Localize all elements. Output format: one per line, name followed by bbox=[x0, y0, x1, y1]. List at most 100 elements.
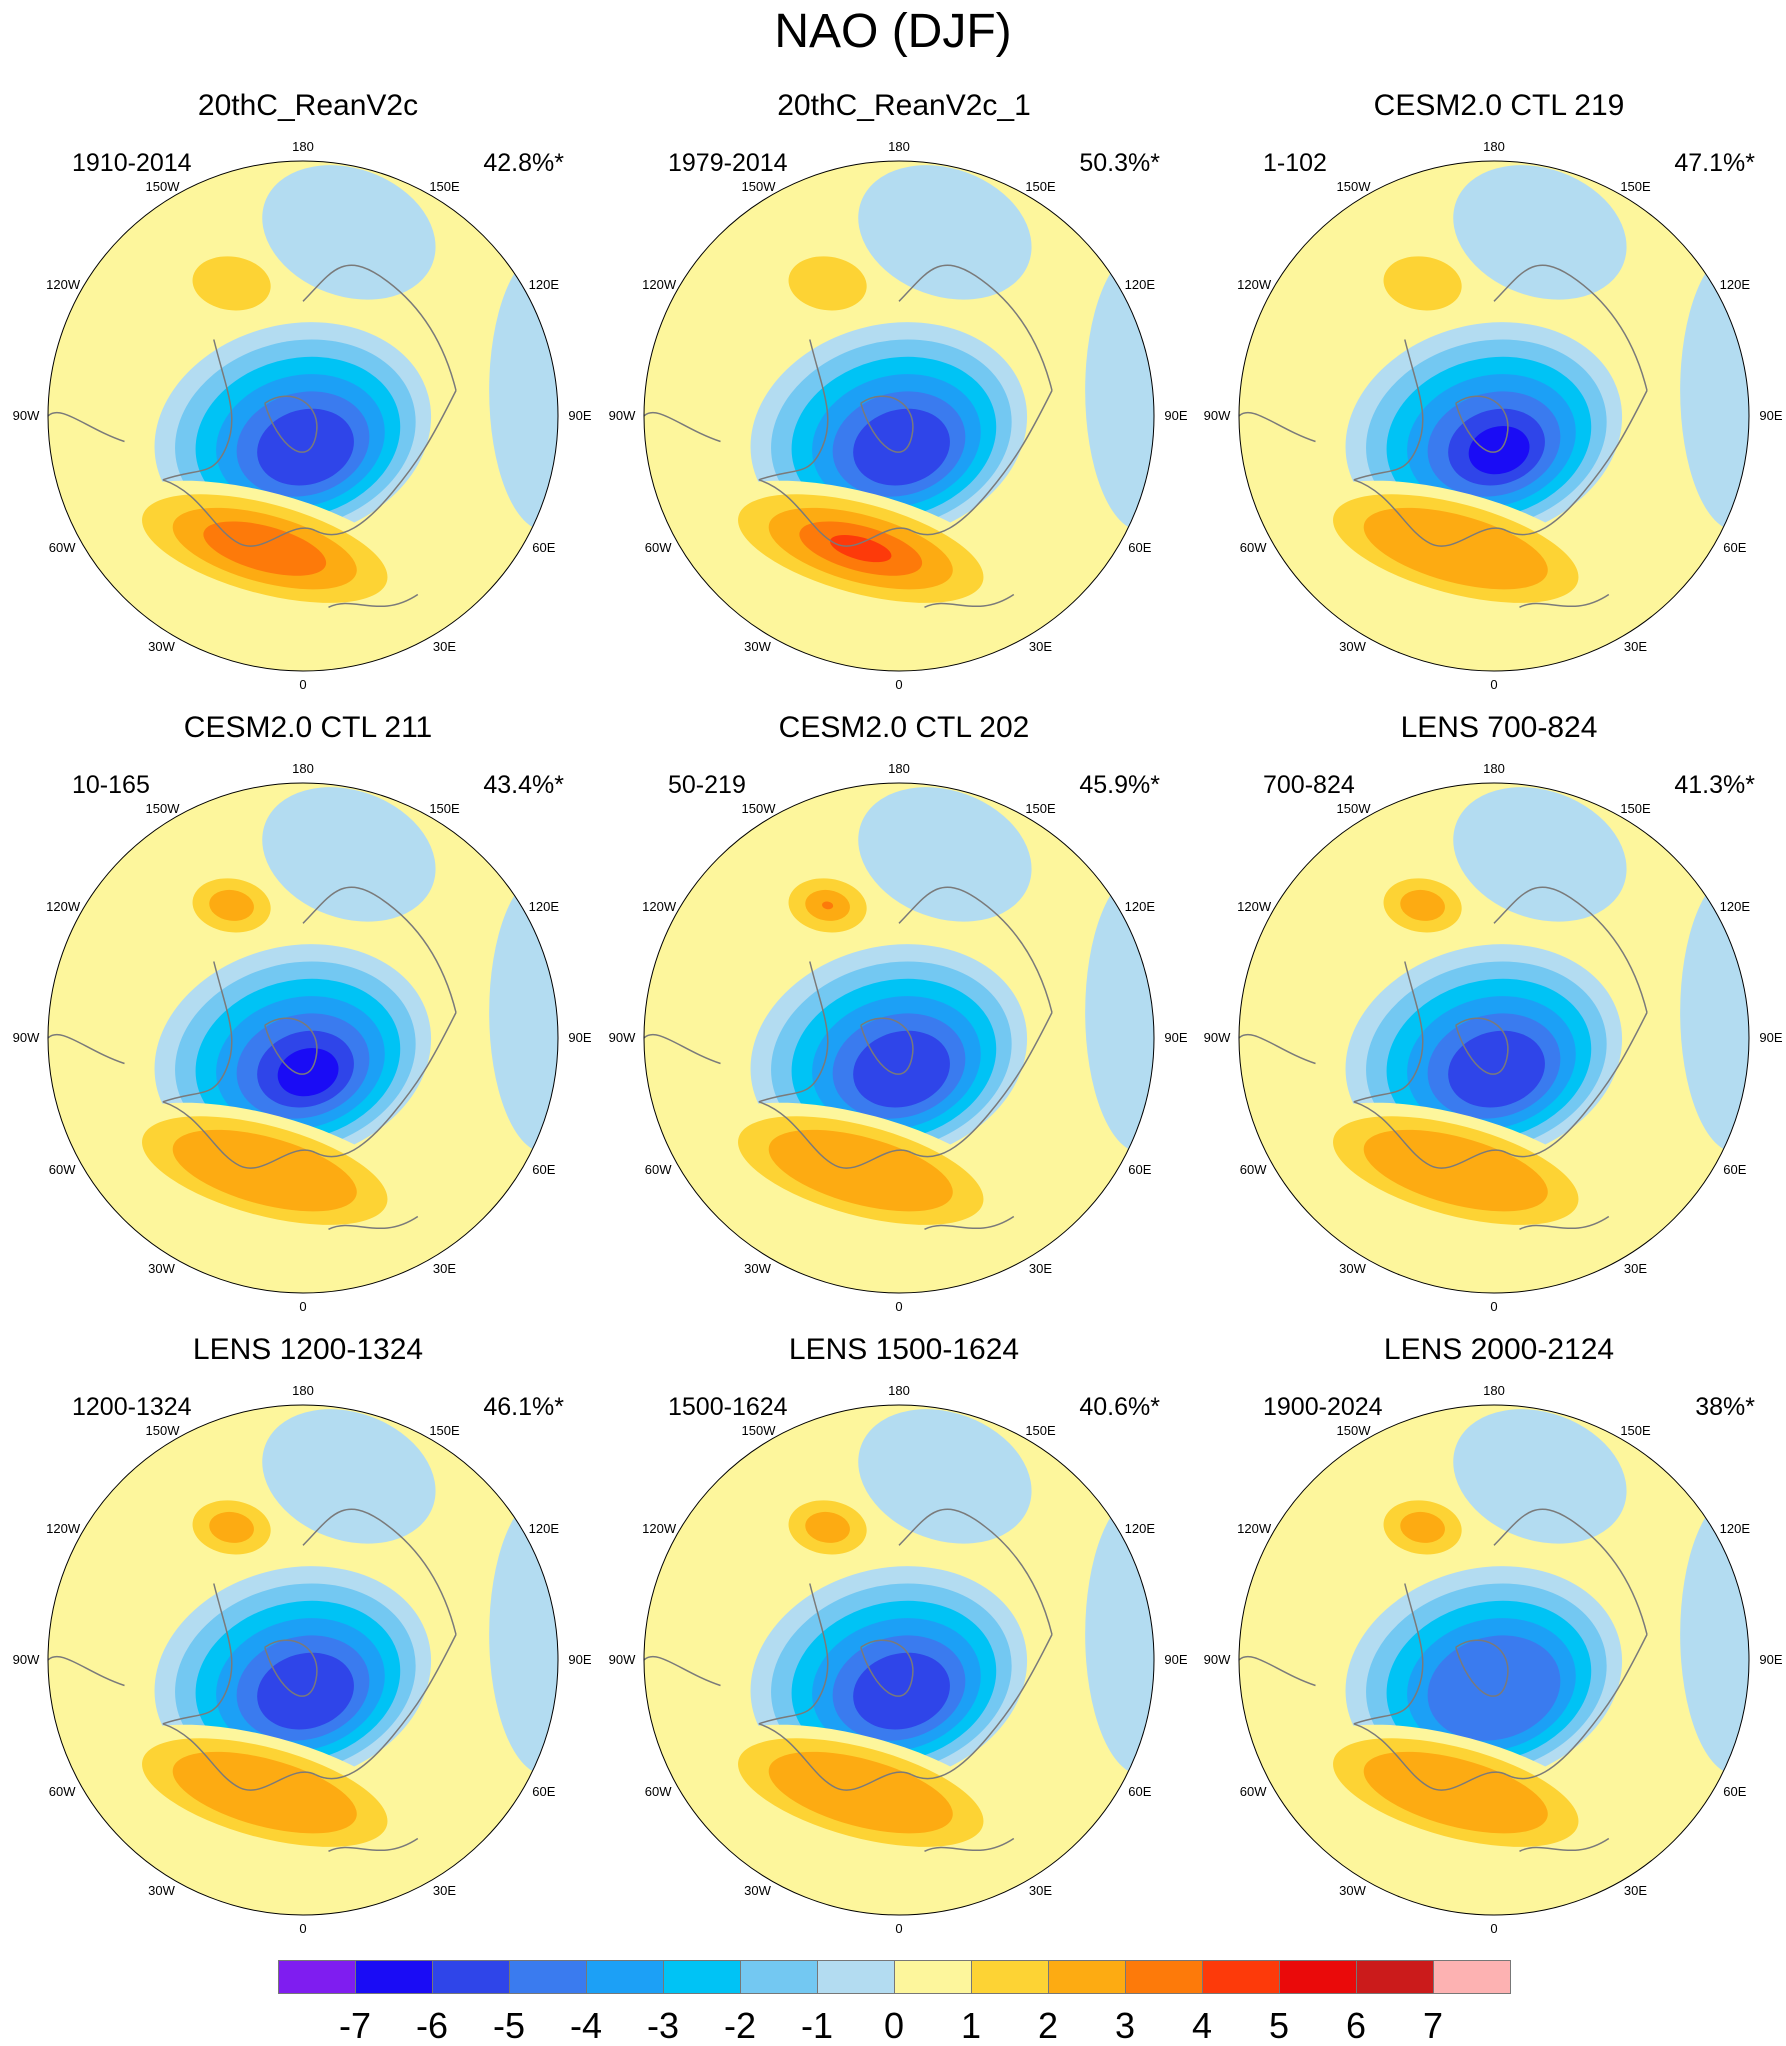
longitude-label: 30E bbox=[432, 1260, 457, 1276]
panel-explained-variance: 42.8%* bbox=[483, 149, 564, 177]
map-boundary bbox=[1238, 782, 1750, 1294]
longitude-label: 90W bbox=[608, 1652, 636, 1667]
longitude-label: 0 bbox=[299, 1921, 307, 1936]
longitude-label: 150W bbox=[145, 1423, 180, 1439]
colorbar-tick-label: -2 bbox=[723, 2005, 756, 2046]
coastline bbox=[264, 1017, 318, 1075]
longitude-label: 0 bbox=[299, 1299, 307, 1314]
longitude-label: 60W bbox=[644, 539, 672, 555]
polar-map bbox=[47, 160, 559, 672]
colorbar-tick-label: -6 bbox=[415, 2005, 448, 2046]
coastline bbox=[1353, 1101, 1508, 1169]
colorbar-segment bbox=[1202, 1960, 1280, 1994]
coastline bbox=[924, 1837, 1015, 1852]
longitude-label: 120E bbox=[1719, 1520, 1751, 1536]
arctic-low-contour-6 bbox=[257, 408, 354, 486]
longitude-label: 90E bbox=[568, 1030, 592, 1045]
coastline bbox=[315, 390, 457, 536]
colorbar-segment bbox=[278, 1960, 356, 1994]
longitude-label: 90E bbox=[568, 1652, 592, 1667]
coastline bbox=[924, 593, 1015, 608]
atlantic-high-contour-3 bbox=[172, 1751, 357, 1834]
coastline bbox=[758, 1101, 913, 1169]
coastline bbox=[1493, 264, 1648, 391]
coastline bbox=[328, 1837, 419, 1852]
coastline bbox=[911, 1012, 1053, 1158]
pacific-high-contour-3 bbox=[805, 1511, 850, 1543]
longitude-label: 30E bbox=[1028, 1260, 1053, 1276]
pacific-high-contour-3 bbox=[209, 1511, 254, 1543]
negative-region-pacific-edge bbox=[858, 1409, 1032, 1544]
colorbar-tick-label: 4 bbox=[1191, 2005, 1213, 2046]
longitude-label: 120W bbox=[1237, 1520, 1272, 1536]
longitude-label: 60W bbox=[644, 1783, 672, 1799]
pacific-high-contour-3 bbox=[1400, 1511, 1445, 1543]
longitude-label: 150W bbox=[741, 179, 776, 195]
coastline bbox=[1506, 1634, 1648, 1780]
longitude-label: 150W bbox=[1336, 801, 1371, 817]
colorbar-segment bbox=[817, 1960, 895, 1994]
colorbar-segment bbox=[740, 1960, 818, 1994]
coastline bbox=[898, 886, 1053, 1013]
longitude-label: 30E bbox=[432, 638, 457, 654]
map-boundary bbox=[643, 1404, 1155, 1916]
coastline bbox=[1239, 1033, 1316, 1065]
panel-title: CESM2.0 CTL 202 bbox=[778, 711, 1030, 744]
longitude-label: 120E bbox=[528, 898, 560, 914]
longitude-label: 180 bbox=[888, 139, 910, 154]
longitude-label: 60W bbox=[1239, 539, 1267, 555]
coastline bbox=[924, 1215, 1015, 1230]
coastline bbox=[758, 961, 829, 1103]
arctic-low-contour-6 bbox=[853, 408, 950, 486]
colorbar-tick-label: 3 bbox=[1114, 2005, 1136, 2046]
panel-period: 1-102 bbox=[1263, 149, 1327, 177]
panel-title: 20thC_ReanV2c_1 bbox=[777, 89, 1031, 122]
coastline bbox=[315, 1634, 457, 1780]
longitude-label: 90E bbox=[1164, 1030, 1188, 1045]
panel-explained-variance: 40.6%* bbox=[1079, 1393, 1160, 1421]
panel-explained-variance: 45.9%* bbox=[1079, 771, 1160, 799]
longitude-label: 150W bbox=[1336, 1423, 1371, 1439]
longitude-label: 0 bbox=[1490, 1921, 1498, 1936]
coastline bbox=[1506, 390, 1648, 536]
coastline bbox=[1493, 886, 1648, 1013]
colorbar-tick-label: 2 bbox=[1037, 2005, 1059, 2046]
longitude-label: 150E bbox=[1620, 1423, 1651, 1439]
coastline bbox=[758, 339, 829, 481]
longitude-label: 180 bbox=[292, 139, 314, 154]
atlantic-high-contour-5 bbox=[830, 535, 892, 563]
longitude-label: 60W bbox=[1239, 1161, 1267, 1177]
coastline bbox=[758, 1723, 913, 1791]
negative-region-pacific-edge bbox=[858, 165, 1032, 300]
polar-map bbox=[47, 782, 559, 1294]
coastline bbox=[328, 593, 419, 608]
map-boundary bbox=[47, 1404, 559, 1916]
longitude-label: 90E bbox=[1164, 1652, 1188, 1667]
panel-9: LENS 2000-2124 1900-2024 38%* 180 150E 120E 90… bbox=[1204, 1244, 1783, 1936]
longitude-label: 150W bbox=[1336, 179, 1371, 195]
longitude-label: 30E bbox=[1623, 638, 1648, 654]
longitude-label: 0 bbox=[895, 1299, 903, 1314]
panel-5: CESM2.0 CTL 202 50-219 45.9%* 180 150E 120E 90… bbox=[609, 622, 1188, 1314]
longitude-label: 150W bbox=[741, 1423, 776, 1439]
coastline bbox=[328, 1215, 419, 1230]
colorbar bbox=[278, 1960, 1511, 1996]
colorbar-segment bbox=[1279, 1960, 1357, 1994]
negative-region-east bbox=[489, 250, 558, 531]
map-boundary bbox=[643, 782, 1155, 1294]
negative-region-east bbox=[1085, 872, 1154, 1153]
pacific-high-contour-2 bbox=[192, 256, 271, 311]
longitude-label: 30E bbox=[1623, 1260, 1648, 1276]
colorbar-segment bbox=[663, 1960, 741, 1994]
panel-title: LENS 700-824 bbox=[1400, 711, 1598, 744]
colorbar-segment bbox=[1048, 1960, 1126, 1994]
longitude-label: 60W bbox=[644, 1161, 672, 1177]
map-boundary bbox=[47, 160, 559, 672]
longitude-label: 90W bbox=[608, 408, 636, 423]
coastline bbox=[860, 1017, 914, 1075]
longitude-label: 90E bbox=[1164, 408, 1188, 423]
panel-title: LENS 2000-2124 bbox=[1383, 1333, 1615, 1366]
longitude-label: 120E bbox=[528, 1520, 560, 1536]
longitude-label: 60E bbox=[1723, 1161, 1747, 1177]
longitude-label: 90W bbox=[1203, 408, 1231, 423]
